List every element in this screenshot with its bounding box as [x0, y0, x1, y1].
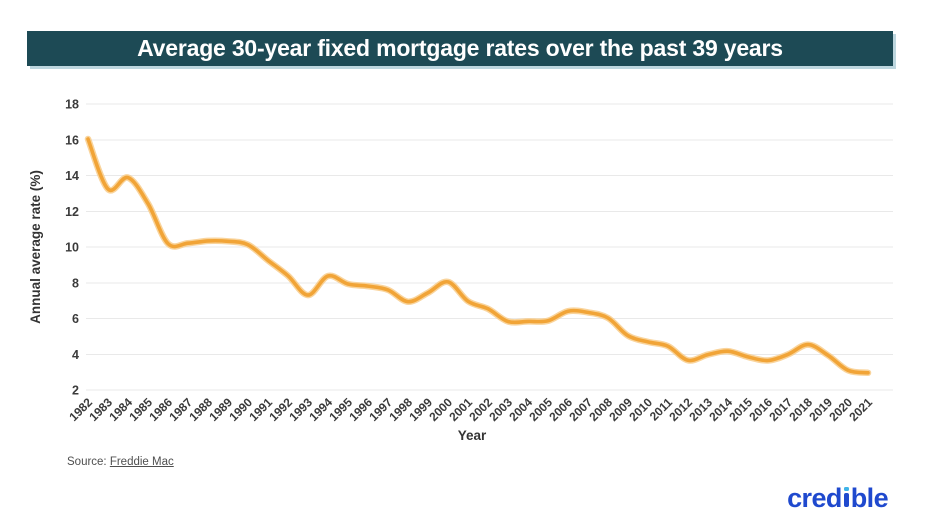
- y-axis-tick-labels: 2 4 6 8 10 12 14 16 18: [65, 98, 79, 398]
- logo-text-after-i: ble: [850, 483, 889, 513]
- chart-title: Average 30-year fixed mortgage rates ove…: [137, 35, 783, 61]
- y-tick-10: 10: [65, 241, 79, 255]
- y-tick-2: 2: [72, 384, 79, 398]
- source-link[interactable]: Freddie Mac: [109, 456, 174, 468]
- credible-logo: cred ble: [787, 483, 889, 514]
- y-tick-12: 12: [65, 205, 79, 219]
- y-tick-4: 4: [72, 348, 79, 362]
- y-tick-14: 14: [65, 169, 79, 183]
- y-axis-title: Annual average rate (%): [28, 170, 43, 324]
- x-axis-title: Year: [458, 428, 487, 443]
- logo-text-before-i: cred: [787, 483, 842, 513]
- source-prefix: Source:: [67, 456, 110, 468]
- logo-i-dot: [844, 486, 849, 491]
- source-line: Source: Freddie Mac: [67, 456, 174, 468]
- gridlines: [86, 103, 893, 391]
- y-tick-8: 8: [72, 276, 79, 290]
- x-axis-tick-labels: 1982198319841985198619871988198919901991…: [66, 395, 875, 424]
- x-tick-2021: 2021: [846, 395, 875, 424]
- title-bar: Average 30-year fixed mortgage rates ove…: [27, 31, 893, 66]
- rate-line: [86, 137, 870, 375]
- y-tick-6: 6: [72, 312, 79, 326]
- y-tick-18: 18: [65, 98, 79, 112]
- rate-line-glow: [84, 135, 872, 377]
- logo-letter-i: [844, 486, 849, 507]
- y-tick-16: 16: [65, 133, 79, 147]
